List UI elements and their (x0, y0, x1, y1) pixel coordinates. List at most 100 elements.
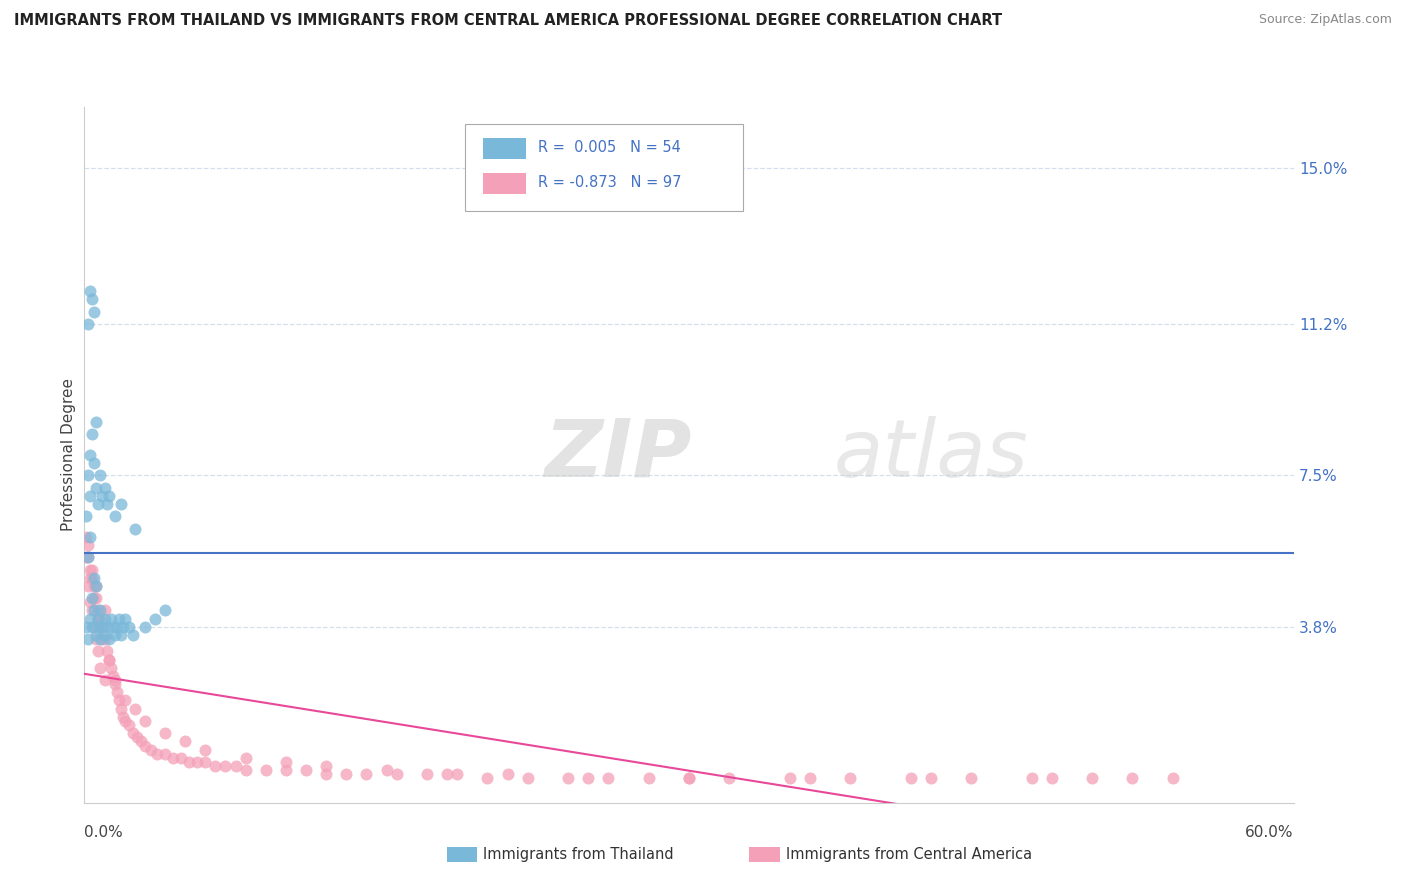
Point (576, 771, 599, 785)
Bar (484, 138, 526, 159)
Point (1081, 771, 1104, 785)
Point (839, 771, 862, 785)
Point (97, 652, 120, 666)
Point (79, 284, 101, 298)
Point (356, 767, 378, 781)
Point (186, 755, 208, 769)
Text: ZIP: ZIP (544, 416, 692, 494)
Point (93, 632, 115, 646)
Point (96, 620, 118, 634)
Point (153, 603, 176, 617)
Point (100, 612, 122, 626)
Point (77, 468, 100, 483)
Point (82, 571, 104, 585)
Point (79, 489, 101, 503)
Point (86, 591, 108, 606)
Point (105, 685, 128, 699)
Point (93, 603, 115, 617)
Point (75, 550, 97, 565)
Point (86, 579, 108, 593)
Point (82, 427, 104, 442)
Point (82, 591, 104, 606)
Point (97, 632, 120, 646)
Point (87, 620, 110, 634)
Point (89, 468, 111, 483)
Text: Immigrants from Central America: Immigrants from Central America (786, 847, 1032, 862)
Point (516, 771, 538, 785)
Point (436, 767, 458, 781)
Point (114, 714, 136, 728)
Point (446, 767, 468, 781)
Point (125, 731, 148, 745)
Point (87, 497, 110, 511)
Point (920, 771, 942, 785)
Point (1161, 771, 1184, 785)
Text: atlas: atlas (834, 416, 1029, 494)
Point (77, 632, 100, 646)
Point (86, 632, 108, 646)
Point (111, 710, 134, 724)
Point (86, 415, 108, 429)
Point (105, 620, 128, 634)
Point (1021, 771, 1043, 785)
Point (1121, 771, 1143, 785)
Point (104, 509, 127, 524)
Point (91, 489, 114, 503)
Point (82, 293, 104, 307)
Point (114, 693, 136, 707)
Point (110, 701, 132, 715)
Point (79, 562, 101, 576)
Point (194, 755, 217, 769)
Point (89, 632, 111, 646)
Point (91, 632, 114, 646)
Point (83, 620, 105, 634)
Bar (447, 847, 478, 862)
Point (225, 759, 247, 773)
Point (104, 673, 127, 687)
Bar (749, 847, 780, 862)
Bar (484, 173, 526, 194)
Point (96, 644, 118, 658)
Point (204, 759, 226, 773)
Point (107, 693, 129, 707)
Point (79, 612, 101, 626)
Point (124, 522, 146, 536)
Point (557, 771, 579, 785)
Point (375, 763, 398, 777)
Point (335, 767, 357, 781)
Point (97, 489, 120, 503)
Point (274, 763, 297, 777)
Point (179, 755, 201, 769)
Point (89, 603, 111, 617)
Point (79, 595, 101, 609)
Point (139, 742, 162, 756)
Point (110, 497, 132, 511)
Point (134, 714, 156, 728)
Point (114, 612, 136, 626)
Y-axis label: Professional Degree: Professional Degree (60, 378, 76, 532)
Point (77, 550, 100, 565)
Point (87, 644, 110, 658)
Point (104, 628, 127, 642)
Point (89, 661, 111, 675)
Point (75, 509, 97, 524)
Point (110, 628, 132, 642)
Point (718, 771, 741, 785)
Point (93, 628, 115, 642)
Point (598, 771, 620, 785)
Point (118, 620, 141, 634)
Point (93, 673, 115, 687)
Point (107, 612, 129, 626)
Point (97, 652, 120, 666)
Point (101, 620, 124, 634)
Point (121, 726, 143, 740)
Point (235, 751, 257, 765)
Text: 60.0%: 60.0% (1246, 825, 1294, 840)
Point (678, 771, 700, 785)
Point (101, 669, 124, 683)
Text: 0.0%: 0.0% (84, 825, 124, 840)
Point (77, 538, 100, 552)
Point (83, 456, 105, 470)
Text: Immigrants from Thailand: Immigrants from Thailand (484, 847, 673, 862)
Point (214, 759, 236, 773)
